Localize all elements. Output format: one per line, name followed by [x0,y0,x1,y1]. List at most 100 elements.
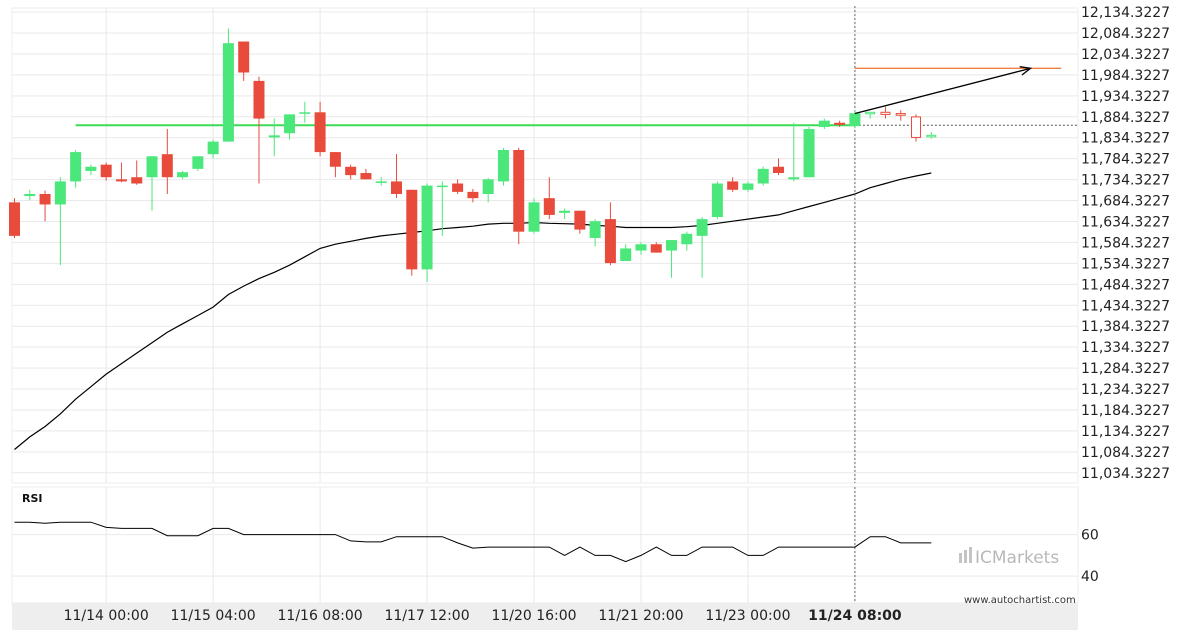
candle-body [284,114,296,134]
candle-body [345,166,357,176]
y-tick-label: 11,634.3227 [1081,214,1170,230]
price-panel-frame [11,7,1079,484]
rsi-line [14,521,932,563]
broker-logo-icon [959,547,972,563]
candle [192,156,204,171]
candle-body [406,189,418,270]
rsi-label: RSI [22,492,43,505]
candle [834,120,846,127]
level-layer [75,6,1078,603]
candle [146,156,158,211]
candle-body [559,210,571,213]
candle [513,147,525,245]
candle [635,242,647,255]
candle [177,170,189,180]
candle-body [711,183,723,218]
candle [100,162,112,181]
candle [604,202,616,266]
candle-body [818,120,830,127]
candle [268,118,280,157]
axis-layer: 12,134.3227 12,084.3227 12,034.3227 11,984.… [12,5,1170,630]
candle [497,147,509,186]
candle-body [54,181,66,205]
candle [329,152,341,178]
candle [757,166,769,186]
candle-body [773,166,784,174]
candle [895,110,906,121]
candle-body [131,177,143,184]
candle-body [146,156,158,178]
broker-logo: ICMarkets [959,547,1059,568]
candle [70,149,82,188]
candle-body [880,111,891,115]
y-tick-label: 11,584.3227 [1081,235,1170,251]
candle-body [100,164,112,178]
candle-body [849,113,861,127]
y-tick-label: 12,134.3227 [1081,5,1170,21]
candle [650,242,662,253]
watermark-text: www.autochartist.com [964,595,1076,606]
grid-layer [11,7,1079,604]
candle-body [70,152,82,182]
y-tick-label: 11,984.3227 [1081,68,1170,84]
candle-body [467,191,479,199]
y-tick-label: 11,834.3227 [1081,131,1170,147]
x-tick-label: 11/21 20:00 [598,608,683,624]
candle-body [452,183,464,192]
candle [727,177,739,192]
candle [467,188,479,203]
x-tick-label: 11/20 16:00 [491,608,576,624]
rsi-tick-label: 40 [1081,569,1099,585]
candle-layer [9,28,937,282]
candle [803,126,815,178]
rsi-layer [14,521,932,563]
candle [54,177,66,266]
candle-body [207,141,219,155]
candle-body [177,172,189,178]
candle [574,210,586,234]
candle [406,189,418,276]
candle [911,114,922,142]
candle [666,240,678,278]
forecast-arrow-line [854,67,1031,115]
candle-body [574,210,586,230]
candle-body [727,181,739,190]
forecast-layer [854,66,1033,115]
candle-body [375,181,387,183]
candle-body [696,219,708,236]
candle-body [497,149,509,182]
candle-body [329,152,341,167]
candle-body [757,168,769,184]
x-tick-label: 11/15 04:00 [171,608,256,624]
candle [314,101,326,157]
y-tick-label: 11,534.3227 [1081,256,1170,272]
candle-body [681,233,693,245]
candle [238,41,250,81]
y-tick-label: 11,784.3227 [1081,152,1170,168]
candle-body [222,43,234,142]
candle [131,160,143,185]
candle-body [268,135,280,138]
y-tick-label: 11,734.3227 [1081,173,1170,189]
candle [696,217,708,278]
candle [681,231,693,251]
candle [436,181,448,236]
candle [482,178,494,203]
candle [865,111,876,119]
y-tick-label: 11,684.3227 [1081,194,1170,210]
candle-body [926,134,937,138]
broker-name: ICMarkets [975,548,1059,568]
candle-body [24,193,36,197]
candle [375,177,387,186]
candle [39,190,51,222]
candle-body [9,202,20,236]
y-tick-label: 11,034.3227 [1081,466,1170,482]
y-tick-label: 11,184.3227 [1081,403,1170,419]
candle [115,162,127,183]
candle [299,101,311,123]
x-tick-label: 11/24 08:00 [808,608,902,624]
candle-body [513,149,525,232]
candle-body [161,154,173,178]
